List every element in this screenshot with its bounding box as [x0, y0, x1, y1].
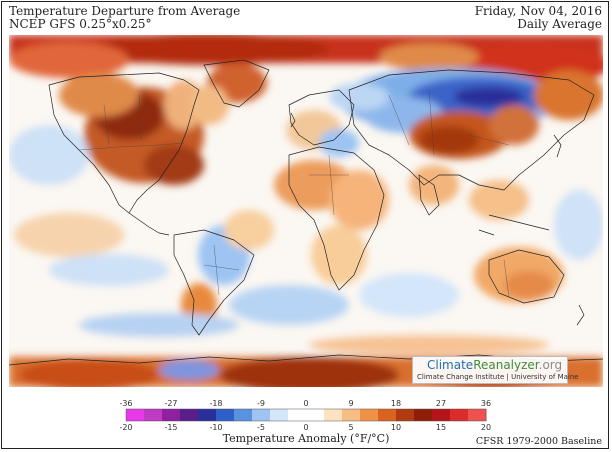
fahrenheit-tick-label: 27	[436, 399, 446, 408]
color-scale-legend: -36 -27 -18 -9 0 9 18 27 36 -20 -15 -10 -5 0 5 10 15 20	[119, 399, 491, 432]
celsius-tick-label: -15	[164, 423, 177, 432]
color-bar-segment	[432, 409, 451, 421]
average-label: Daily Average	[517, 17, 602, 31]
celsius-tick-label: -20	[119, 423, 132, 432]
fahrenheit-tick-label: -9	[257, 399, 265, 408]
logo-wordmark: ClimateReanalyzer.org	[427, 358, 563, 372]
color-bar-segment	[378, 409, 397, 421]
color-bar-segment	[360, 409, 379, 421]
fahrenheit-tick-label: -18	[209, 399, 222, 408]
logo-subtitle: Climate Change Institute | University of…	[417, 373, 579, 381]
celsius-tick-label: -10	[209, 423, 222, 432]
coastlines	[9, 59, 603, 366]
fahrenheit-tick-label: 36	[481, 399, 491, 408]
color-bar-segment	[270, 409, 289, 421]
color-bar-segment	[144, 409, 163, 421]
celsius-tick-label: -5	[257, 423, 265, 432]
baseline-label: CFSR 1979-2000 Baseline	[475, 436, 602, 447]
color-bar-segment	[180, 409, 199, 421]
color-bar-outline	[125, 408, 487, 422]
temperature-anomaly-map	[9, 35, 603, 387]
celsius-tick-label: 15	[436, 423, 446, 432]
color-bar-segment	[234, 409, 253, 421]
climate-reanalyzer-logo: ClimateReanalyzer.org Climate Change Ins…	[412, 356, 579, 384]
model-label: NCEP GFS 0.25°x0.25°	[9, 17, 152, 31]
color-bar-segment	[162, 409, 181, 421]
color-bar-segment	[414, 409, 433, 421]
color-bar-segment	[216, 409, 235, 421]
celsius-tick-label: 0	[303, 423, 308, 432]
color-bar-segment	[396, 409, 415, 421]
fahrenheit-tick-label: 0	[303, 399, 308, 408]
celsius-tick-label: 20	[481, 423, 491, 432]
date-label: Friday, Nov 04, 2016	[474, 4, 602, 18]
color-bar-segment	[342, 409, 361, 421]
color-bar-segment	[252, 409, 271, 421]
color-bar-segment	[450, 409, 469, 421]
fahrenheit-tick-label: -27	[164, 399, 177, 408]
map-title: Temperature Departure from Average	[9, 4, 241, 18]
celsius-tick-label: 10	[391, 423, 401, 432]
celsius-tick-label: 5	[348, 423, 353, 432]
color-bar-segment	[324, 409, 343, 421]
color-bar-segment	[288, 409, 307, 421]
color-bar	[125, 408, 487, 422]
color-bar-segment	[468, 409, 487, 421]
fahrenheit-tick-label: -36	[119, 399, 132, 408]
celsius-tick-labels: -20 -15 -10 -5 0 5 10 15 20	[119, 423, 491, 432]
color-bar-segment	[198, 409, 217, 421]
color-bar-segment	[126, 409, 145, 421]
borders	[78, 89, 510, 298]
color-bar-segment	[306, 409, 325, 421]
fahrenheit-tick-label: 9	[348, 399, 353, 408]
legend-title: Temperature Anomaly (°F/°C)	[222, 432, 390, 445]
fahrenheit-tick-labels: -36 -27 -18 -9 0 9 18 27 36	[119, 399, 491, 408]
fahrenheit-tick-label: 18	[391, 399, 401, 408]
